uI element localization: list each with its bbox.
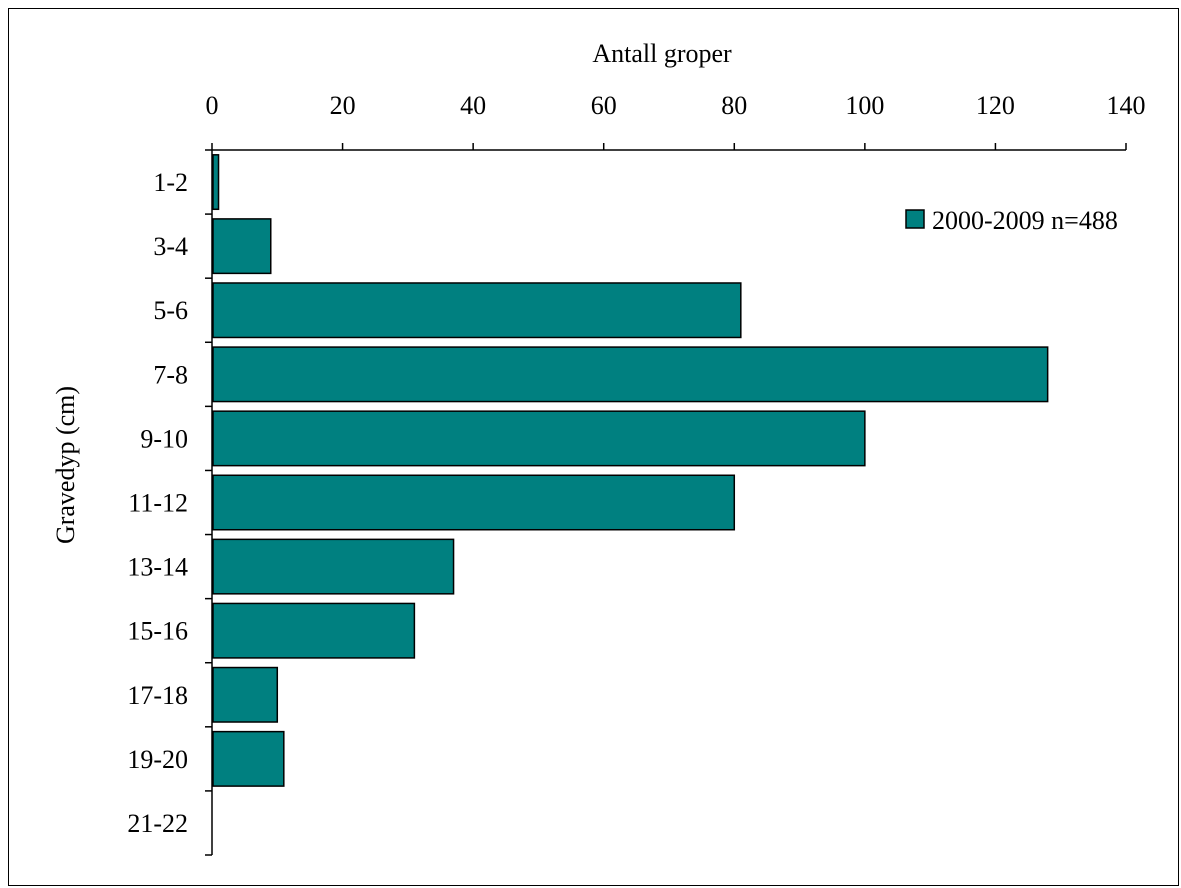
x-tick-label: 0 <box>206 91 219 120</box>
y-tick-label: 13-14 <box>127 553 188 582</box>
y-tick-label: 11-12 <box>128 489 188 518</box>
bar <box>212 730 285 787</box>
x-ticks: 0 20 40 60 80 100 120 140 <box>206 91 1146 150</box>
x-tick-label: 60 <box>591 91 617 120</box>
y-tick-label: 17-18 <box>127 681 188 710</box>
x-tick-label: 100 <box>845 91 884 120</box>
bar <box>212 154 220 211</box>
y-tick-label: 7-8 <box>153 360 188 389</box>
y-tick-label: 19-20 <box>127 745 188 774</box>
bar <box>212 346 1049 403</box>
y-ticks: 1-2 3-4 5-6 7-8 9-10 11-12 13-14 15-16 17-18 19-2… <box>127 149 212 856</box>
y-axis-label: Gravedyp (cm) <box>51 386 80 544</box>
legend: 2000-2009 n=488 <box>905 206 1118 235</box>
y-tick-label: 3-4 <box>153 232 188 261</box>
bar <box>212 474 736 531</box>
x-tick-label: 20 <box>330 91 356 120</box>
y-tick-label: 9-10 <box>140 424 188 453</box>
axes <box>211 149 1126 855</box>
x-tick-label: 80 <box>721 91 747 120</box>
y-tick-label: 5-6 <box>153 296 188 325</box>
legend-swatch <box>905 209 925 229</box>
bar <box>212 410 866 467</box>
x-tick-label: 120 <box>976 91 1015 120</box>
bar <box>212 538 455 595</box>
y-tick-label: 21-22 <box>127 809 188 838</box>
x-axis-label: Antall groper <box>592 39 732 68</box>
bar <box>212 218 272 275</box>
y-tick-label: 15-16 <box>127 617 188 646</box>
y-tick-label: 1-2 <box>153 168 188 197</box>
bar <box>212 282 742 339</box>
bar <box>212 666 279 723</box>
bar <box>212 602 416 659</box>
x-tick-label: 140 <box>1107 91 1146 120</box>
x-tick-label: 40 <box>460 91 486 120</box>
bars <box>212 154 1049 787</box>
legend-label: 2000-2009 n=488 <box>932 206 1118 235</box>
